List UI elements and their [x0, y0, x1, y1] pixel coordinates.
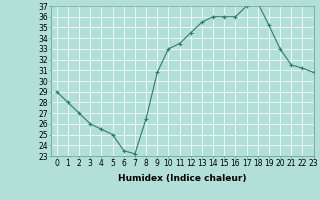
- X-axis label: Humidex (Indice chaleur): Humidex (Indice chaleur): [118, 174, 247, 183]
